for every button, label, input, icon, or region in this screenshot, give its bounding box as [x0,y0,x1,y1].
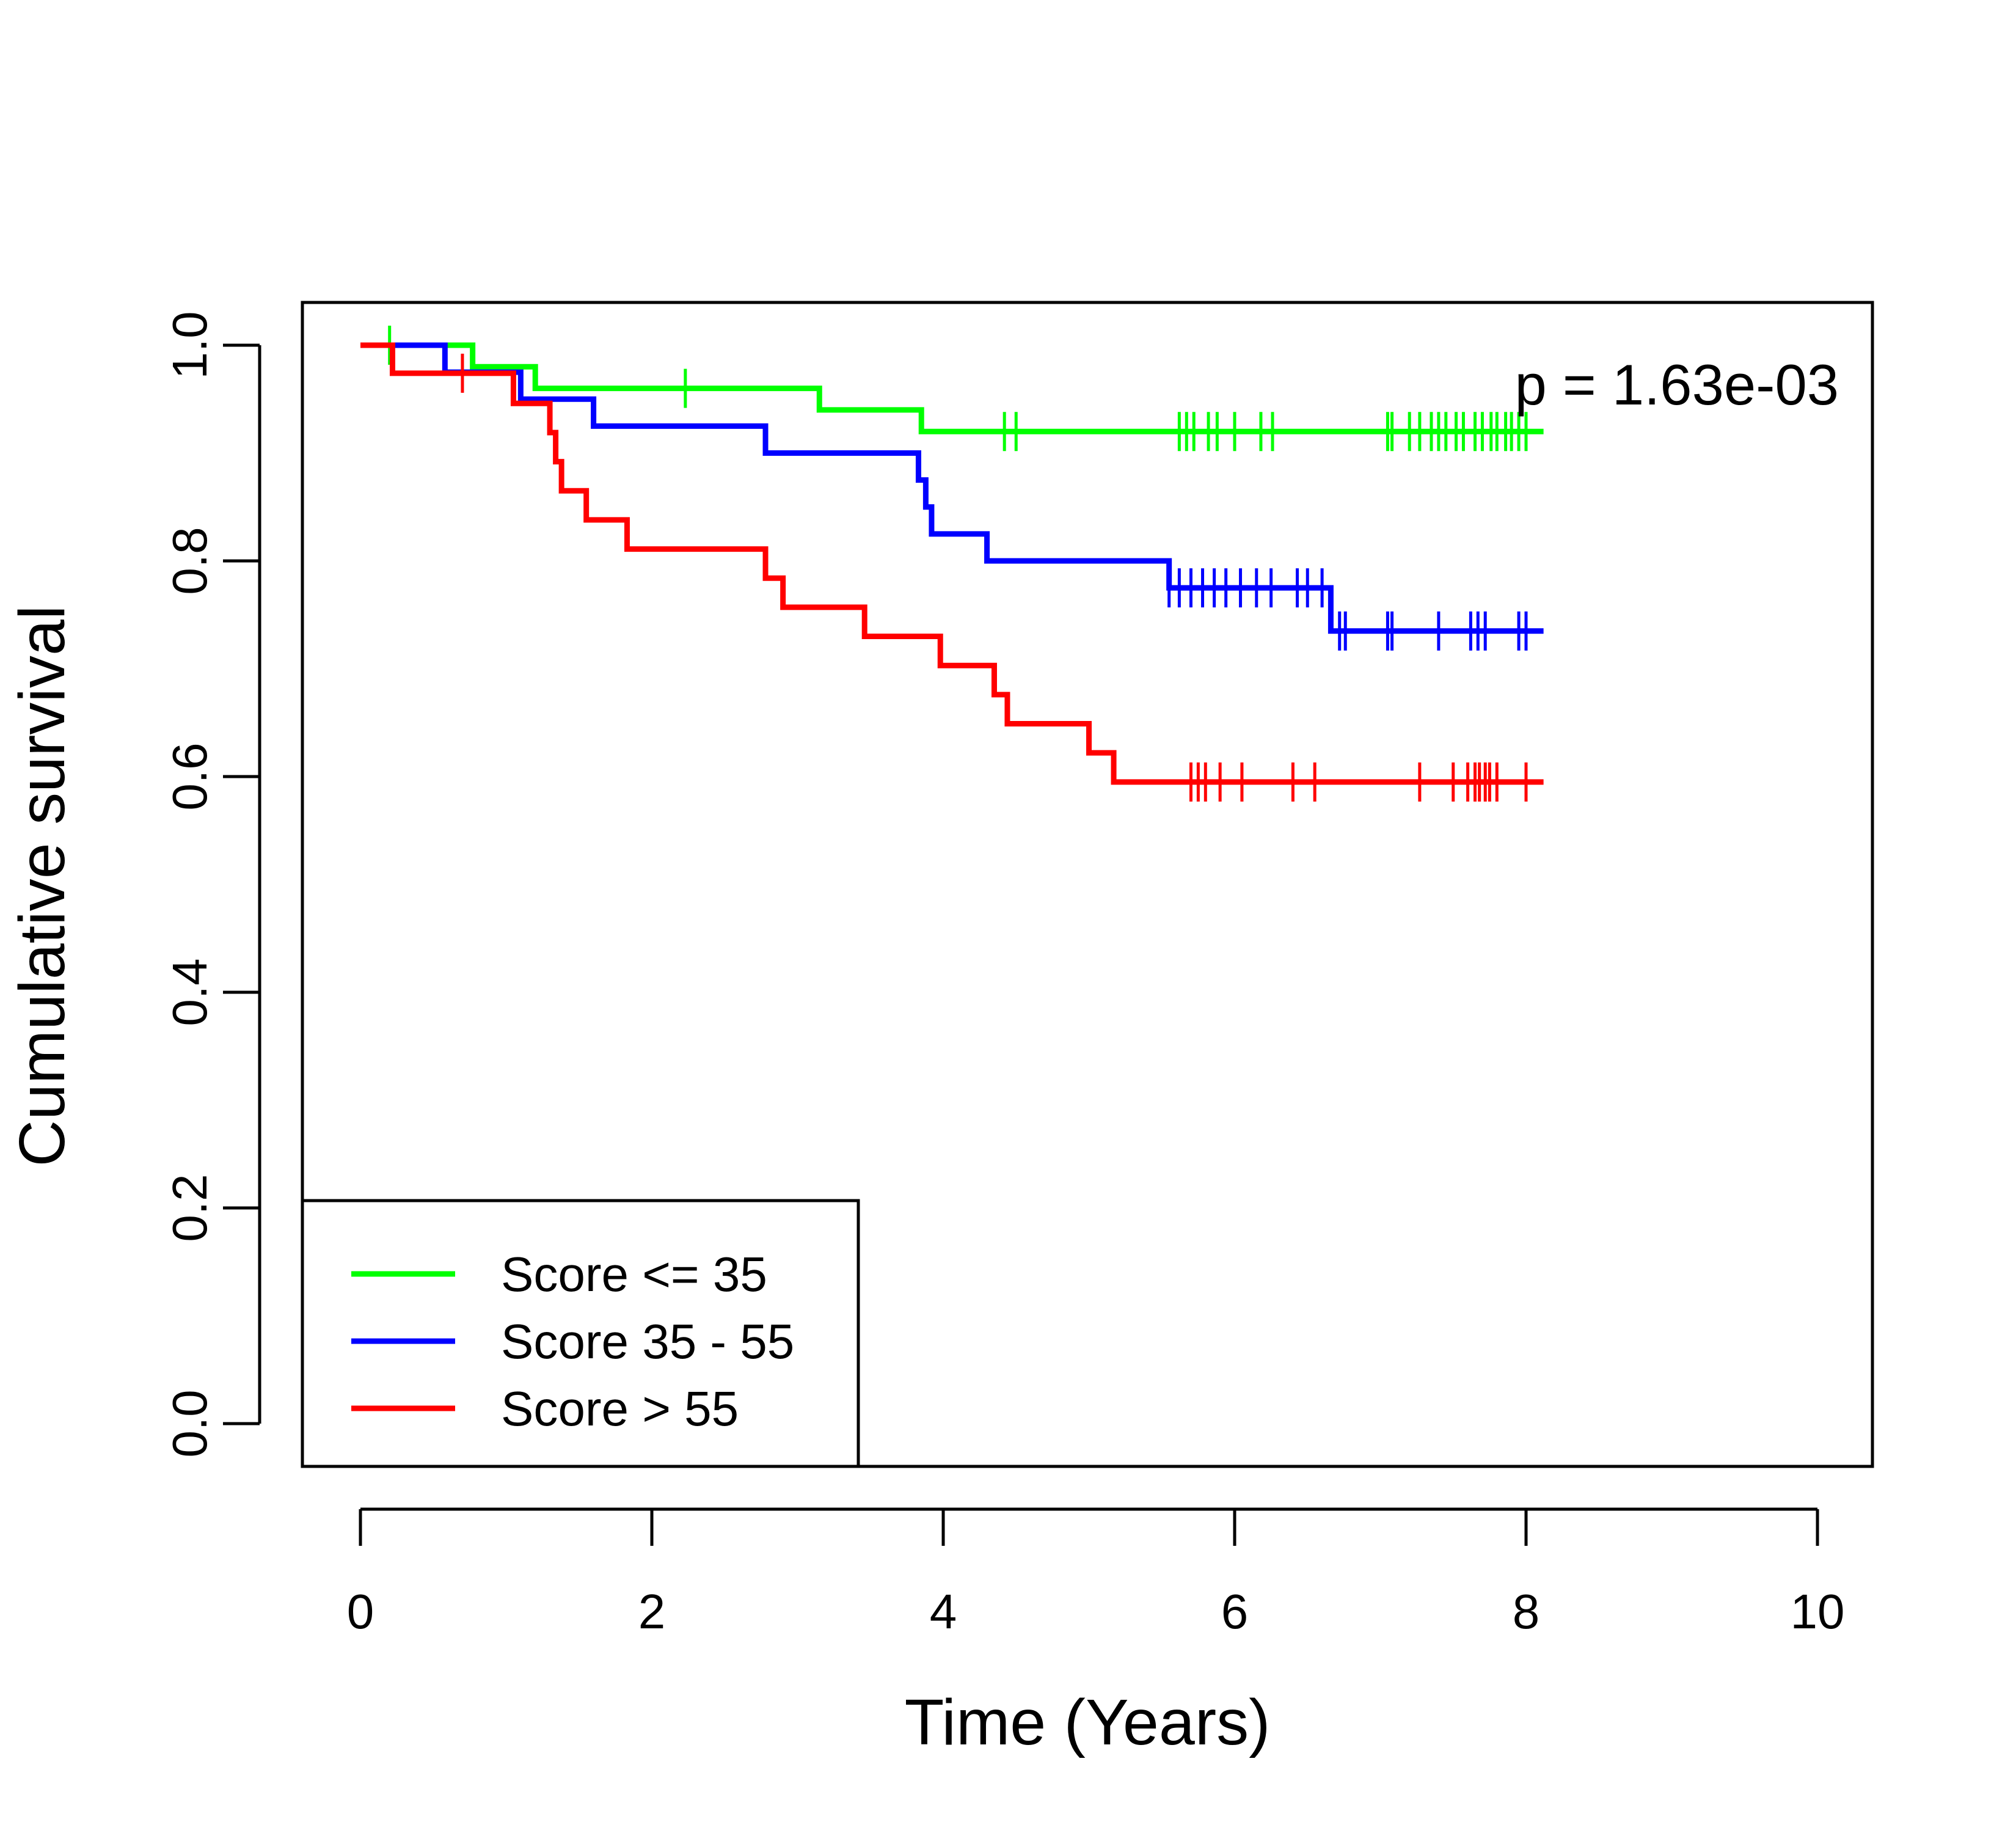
y-tick-label: 0.4 [163,958,217,1026]
x-tick-label: 8 [1513,1584,1540,1639]
plot-frame [301,301,1874,1468]
y-tick-label: 0.6 [163,742,217,810]
legend: Score <= 35 Score 35 - 55 Score > 55 [301,1199,860,1468]
x-tick-label: 2 [638,1584,666,1639]
survival-curves [360,326,1544,802]
y-tick-label: 1.0 [163,311,217,379]
survival-curve [360,342,1544,785]
p-value-annotation: p = 1.63e-03 [1515,353,1839,417]
survival-curve [360,342,1544,434]
x-tick-label: 6 [1221,1584,1249,1639]
y-axis: 0.0 0.2 0.4 0.6 0.8 1.0 [163,311,261,1458]
legend-box [301,1199,860,1468]
y-axis-title: Cumulative survival [6,606,78,1167]
x-axis: 0 2 4 6 8 10 [347,1507,1845,1639]
x-tick-label: 0 [347,1584,374,1639]
legend-label: Score <= 35 [501,1247,767,1301]
x-axis-title: Time (Years) [905,1686,1271,1758]
x-tick-label: 10 [1791,1584,1845,1639]
legend-label: Score 35 - 55 [501,1314,794,1369]
y-tick-label: 0.2 [163,1174,217,1242]
legend-label: Score > 55 [501,1381,739,1436]
y-tick-label: 0.0 [163,1389,217,1457]
y-tick-label: 0.8 [163,527,217,595]
x-tick-label: 4 [930,1584,957,1639]
